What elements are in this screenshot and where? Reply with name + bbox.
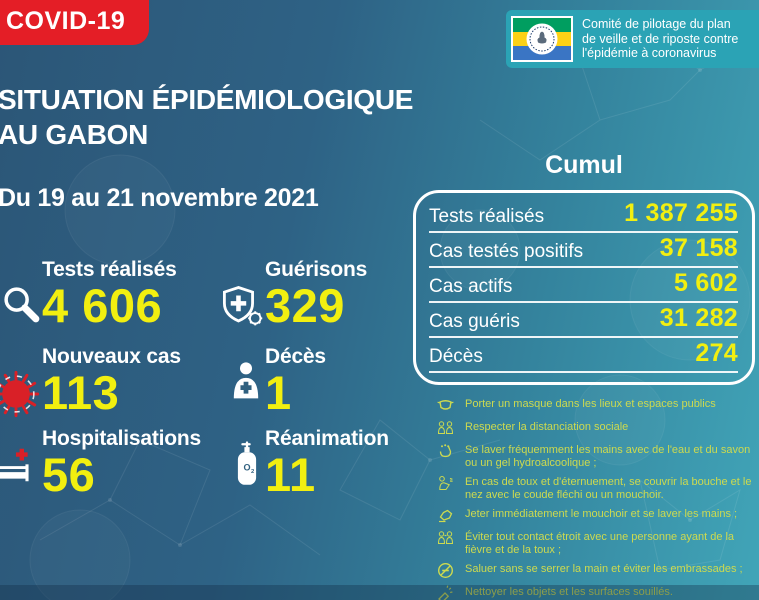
gabon-flag-logo <box>511 16 573 62</box>
advice-text: Saluer sans se serrer la main et éviter … <box>465 563 743 575</box>
advice-text: Se laver fréquemment les mains avec de l… <box>465 444 751 469</box>
stat-label: Tests réalisés <box>42 258 177 281</box>
table-row: Cas guéris 31 282 <box>429 303 738 338</box>
hospital-bed-icon <box>0 446 40 489</box>
stat-value: 329 <box>265 279 345 332</box>
footer-bar <box>0 585 759 600</box>
table-row: Décès 274 <box>429 338 738 373</box>
advice-text: Jeter immédiatement le mouchoir et se la… <box>465 508 738 520</box>
stat-label: Guérisons <box>265 258 368 281</box>
clean-surfaces-icon <box>437 585 454 600</box>
stat-nouveaux-cas: Nouveaux cas 113 <box>42 345 181 416</box>
cumul-title: Cumul <box>545 151 623 179</box>
table-row: Cas actifs 5 602 <box>429 268 738 303</box>
stat-value: 56 <box>42 448 96 501</box>
list-item: Nettoyer les objets et les surfaces soui… <box>437 585 757 600</box>
stat-guerisons: Guérisons 329 <box>265 258 367 329</box>
row-value: 274 <box>695 339 738 367</box>
row-value: 1 387 255 <box>624 199 738 227</box>
hand-washing-icon <box>437 443 454 460</box>
stat-value: 11 <box>265 448 316 501</box>
stat-label: Hospitalisations <box>42 427 201 450</box>
table-row: Tests réalisés 1 387 255 <box>429 198 738 233</box>
oxygen-tank-icon: O 2 <box>234 437 260 496</box>
cumul-table: Tests réalisés 1 387 255 Cas testés posi… <box>413 190 755 385</box>
mask-icon <box>437 397 454 414</box>
magnifier-icon <box>0 283 42 330</box>
svg-text:O: O <box>243 463 250 473</box>
svg-text:2: 2 <box>251 469 255 475</box>
advice-text: Éviter tout contact étroit avec une pers… <box>465 531 735 556</box>
committee-name: Comité de pilotage du plan de veille et … <box>582 17 739 61</box>
shield-cross-icon <box>219 284 265 333</box>
list-item: Porter un masque dans les lieux et espac… <box>437 398 757 414</box>
virus-icon <box>0 368 42 425</box>
stat-label: Décès <box>265 345 326 368</box>
stat-tests-realises: Tests réalisés 4 606 <box>42 258 177 329</box>
person-cross-icon <box>227 360 265 407</box>
row-label: Cas actifs <box>429 276 513 297</box>
list-item: Se laver fréquemment les mains avec de l… <box>437 444 757 469</box>
advice-text: Nettoyer les objets et les surfaces soui… <box>465 586 673 598</box>
stat-label: Réanimation <box>265 427 389 450</box>
stat-value: 1 <box>265 366 292 419</box>
cough-elbow-icon <box>437 475 454 492</box>
tissue-disposal-icon <box>437 507 454 524</box>
no-handshake-icon <box>437 562 454 579</box>
list-item: Éviter tout contact étroit avec une pers… <box>437 531 757 556</box>
covid19-badge: COVID-19 <box>0 0 150 45</box>
row-label: Tests réalisés <box>429 206 545 227</box>
prevention-advice-list: Porter un masque dans les lieux et espac… <box>437 398 757 600</box>
stat-hospitalisations: Hospitalisations 56 <box>42 427 201 498</box>
republic-seal-icon <box>526 23 558 55</box>
stat-value: 4 606 <box>42 279 163 332</box>
row-label: Cas testés positifs <box>429 241 584 262</box>
advice-text: Porter un masque dans les lieux et espac… <box>465 398 716 410</box>
social-distancing-icon <box>437 420 454 437</box>
stat-deces: Décès 1 <box>265 345 326 416</box>
row-label: Cas guéris <box>429 311 520 332</box>
advice-text: En cas de toux et d'éternuement, se couv… <box>465 476 752 501</box>
badge-label: COVID-19 <box>6 7 126 35</box>
row-label: Décès <box>429 346 483 367</box>
stat-value: 113 <box>42 366 120 419</box>
table-row: Cas testés positifs 37 158 <box>429 233 738 268</box>
stat-reanimation: Réanimation 11 <box>265 427 389 498</box>
stat-label: Nouveaux cas <box>42 345 181 368</box>
list-item: Respecter la distanciation sociale <box>437 421 757 437</box>
row-value: 37 158 <box>659 234 738 262</box>
row-value: 5 602 <box>673 269 738 297</box>
list-item: En cas de toux et d'éternuement, se couv… <box>437 476 757 501</box>
list-item: Jeter immédiatement le mouchoir et se la… <box>437 508 757 524</box>
list-item: Saluer sans se serrer la main et éviter … <box>437 562 757 579</box>
row-value: 31 282 <box>659 304 738 332</box>
committee-header: Comité de pilotage du plan de veille et … <box>506 10 759 68</box>
reporting-period: Du 19 au 21 novembre 2021 <box>0 184 319 212</box>
page-title: SITUATION ÉPIDÉMIOLOGIQUE AU GABON <box>0 84 414 150</box>
advice-text: Respecter la distanciation sociale <box>465 421 629 433</box>
avoid-contact-icon <box>437 530 454 547</box>
